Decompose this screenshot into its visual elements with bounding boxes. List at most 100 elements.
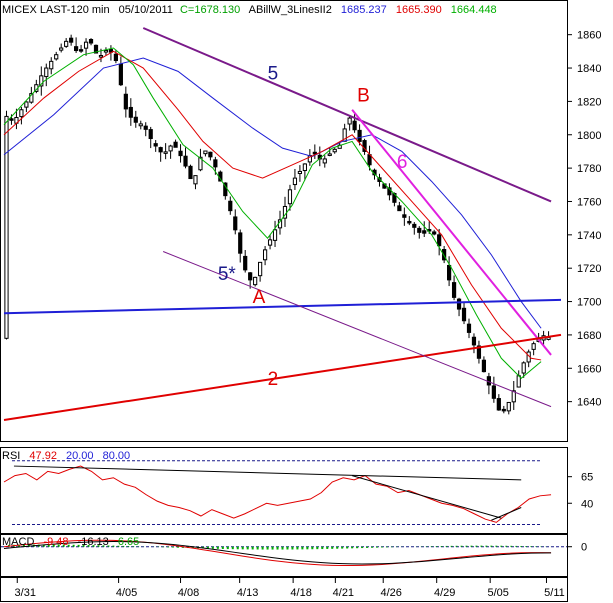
price-candle (198, 156, 203, 171)
price-candle (64, 40, 69, 47)
trendline-blue (3, 298, 562, 315)
price-candle (108, 49, 114, 53)
rsi-level-high: 80.00 (103, 450, 131, 462)
price-candle (272, 229, 278, 241)
price-candle (69, 37, 74, 43)
indicator-name: ABillW_3LinesII2 (249, 4, 332, 16)
price-candle (332, 148, 337, 153)
macd-header: MACD -9.48 -16.13 6.65 (2, 536, 139, 548)
price-panel: 1640 1660 1680 1700 1720 1740 1760 1780 1800 1820… (3, 27, 601, 421)
price-candle (178, 150, 183, 157)
price-candle (447, 264, 452, 281)
macd-hist: 6.65 (118, 536, 139, 548)
price-candle (4, 115, 9, 339)
price-candle (292, 177, 298, 186)
indicator-value-green: 1664.448 (451, 4, 497, 16)
price-candle (153, 143, 158, 147)
price-candle (362, 140, 367, 152)
date-axis: 3/31 4/05 4/08 4/13 4/18 4/21 4/26 4/29 5/05 5/11 (15, 578, 565, 599)
rsi-panel: 40 65 (3, 460, 593, 525)
price-candle (98, 55, 104, 58)
macd-line (3, 539, 552, 567)
y-tick-label: 1800 (577, 130, 601, 142)
x-tick-label: 4/29 (434, 587, 455, 599)
price-candle (461, 307, 467, 322)
price-candle (491, 385, 496, 399)
price-candle (506, 401, 511, 412)
price-candle (397, 205, 402, 212)
rsi-trendline (351, 475, 502, 519)
price-candle (471, 336, 477, 346)
x-tick-label: 5/11 (544, 587, 565, 599)
price-candle (143, 125, 148, 130)
price-candle (88, 38, 94, 44)
y-tick-label: 1660 (577, 363, 601, 375)
price-candle (312, 151, 317, 155)
price-candle (302, 163, 307, 172)
price-candle (521, 362, 526, 374)
y-tick-label: 1680 (577, 330, 601, 342)
price-candle (248, 272, 253, 281)
trendline-2 (3, 333, 562, 421)
price-candle (322, 158, 327, 164)
price-candle (402, 214, 407, 218)
price-candle (173, 141, 178, 148)
price-candle (476, 345, 482, 359)
macd-tick-label: 0 (581, 542, 587, 554)
price-candle (118, 63, 123, 86)
price-candle (481, 359, 487, 373)
price-candle (238, 232, 243, 254)
rsi-tick-label: 65 (581, 472, 593, 484)
x-tick-label: 4/13 (237, 587, 258, 599)
y-tick-label: 1720 (577, 263, 601, 275)
indicator-value-red: 1665.390 (396, 4, 442, 16)
price-candle (287, 189, 293, 205)
rsi-trendline (13, 465, 522, 481)
annotation-label: A (253, 287, 266, 308)
x-tick-label: 3/31 (15, 587, 36, 599)
rsi-title: RSI (2, 450, 20, 462)
price-candle (233, 216, 238, 231)
y-tick-label: 1780 (577, 163, 601, 175)
date-axis-frame (0, 577, 568, 602)
rsi-tick-label: 40 (581, 498, 593, 510)
macd-signal-line (3, 541, 552, 565)
annotation-label: B (357, 85, 370, 106)
price-candle (208, 151, 213, 158)
rsi-panel-frame (0, 447, 568, 534)
annotation-label: 2 (268, 369, 279, 390)
price-candle (437, 234, 442, 247)
price-candle (193, 175, 198, 185)
price-candle (168, 145, 173, 152)
y-tick-label: 1700 (577, 297, 601, 309)
price-candle (357, 129, 362, 142)
price-candle (183, 155, 188, 167)
price-candle (213, 159, 218, 168)
rsi-value: 47.92 (29, 450, 57, 462)
y-tick-label: 1840 (577, 63, 601, 75)
rsi-series-line (3, 465, 552, 523)
price-candle (54, 54, 59, 60)
x-tick-label: 4/21 (333, 587, 354, 599)
instrument-title: MICEX LAST-120 min (2, 4, 110, 16)
price-candle (511, 390, 516, 403)
price-candle (262, 249, 268, 261)
price-candle (39, 75, 44, 87)
price-candle (123, 93, 128, 110)
price-candle (258, 261, 263, 277)
price-candle (19, 109, 24, 118)
overlay-line-green (3, 47, 542, 379)
price-candle (93, 44, 99, 54)
price-candle (267, 239, 273, 246)
price-candle (59, 47, 64, 51)
price-candle (352, 120, 357, 131)
price-candle (29, 93, 34, 103)
price-candle (412, 223, 417, 228)
y-tick-label: 1640 (577, 397, 601, 409)
price-candle (203, 150, 208, 155)
price-candle (128, 106, 133, 118)
annotation-label: 6 (397, 152, 408, 173)
overlay-line-red (3, 50, 542, 361)
